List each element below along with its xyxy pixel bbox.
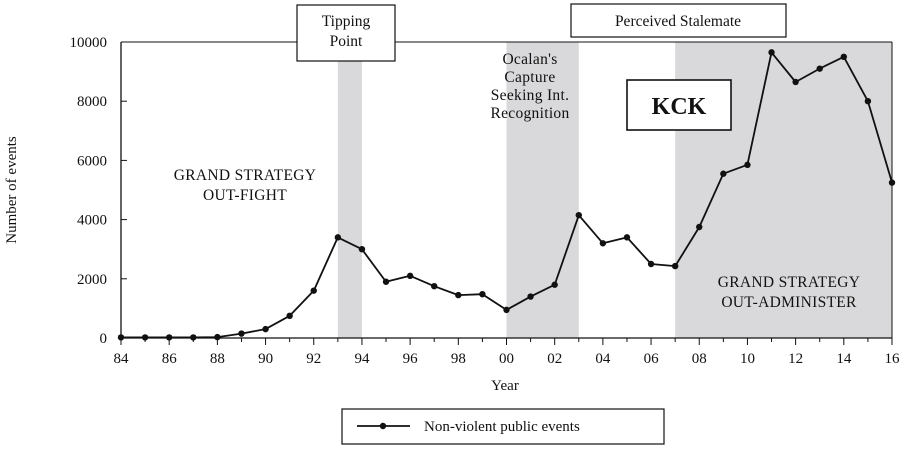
data-point	[768, 49, 775, 56]
data-point	[888, 179, 896, 186]
axes: 0 2000 4000 6000 8000 10000 84 86 88 90 92 94 96 98 00…	[70, 35, 901, 367]
y-tick-label: 2000	[77, 272, 107, 288]
data-point	[431, 283, 438, 290]
y-axis-title: Number of events	[4, 136, 20, 244]
data-point	[623, 234, 631, 241]
data-point	[190, 334, 197, 341]
shaded-period-1	[337, 42, 362, 338]
x-tick-label: 08	[692, 351, 707, 367]
annotations: Tipping Point Perceived Stalemate Ocalan'sC…	[174, 3, 860, 311]
x-tick-label: 84	[114, 351, 130, 367]
tipping-point-box	[296, 4, 396, 62]
y-tick-label: 10000	[70, 35, 108, 51]
out-administer-label: GRAND STRATEGY	[718, 274, 860, 291]
tipping-point-label: Point	[330, 33, 363, 50]
kck-box	[626, 79, 732, 131]
x-tick-label: 06	[644, 351, 660, 367]
data-point	[141, 334, 149, 341]
x-tick-label: 02	[547, 351, 562, 367]
y-tick-label: 0	[100, 331, 108, 347]
y-tick-label: 4000	[77, 213, 107, 229]
x-tick-label: 92	[306, 351, 321, 367]
data-point	[238, 330, 245, 337]
out-fight-label: GRAND STRATEGY	[174, 167, 316, 184]
data-point	[117, 334, 125, 341]
data-point	[744, 161, 751, 169]
data-point	[334, 234, 342, 241]
legend-label: Non-violent public events	[424, 419, 580, 435]
data-point	[696, 223, 703, 231]
legend-marker	[379, 422, 387, 430]
ocalan-capture-label: Recognition	[490, 105, 569, 122]
data-point	[599, 240, 607, 247]
x-tick-label: 04	[595, 351, 611, 367]
data-point	[262, 325, 269, 333]
ocalan-capture-label: Capture	[504, 69, 555, 86]
ocalan-capture-label: Ocalan's	[502, 51, 557, 68]
perceived-stalemate-box	[570, 3, 787, 38]
x-tick-label: 10	[740, 351, 755, 367]
legend: Non-violent public events	[341, 408, 665, 445]
x-tick-label: 90	[258, 351, 273, 367]
perceived-stalemate-label: Perceived Stalemate	[615, 13, 741, 30]
y-tick-label: 6000	[77, 153, 107, 169]
x-tick-label: 00	[499, 351, 514, 367]
out-fight-label: OUT-FIGHT	[203, 187, 287, 204]
data-point	[816, 65, 823, 72]
data-point	[792, 78, 799, 86]
data-point	[503, 306, 510, 314]
kck-label: KCK	[652, 94, 707, 120]
ocalan-capture-label: Seeking Int.	[491, 87, 570, 104]
data-point	[382, 278, 390, 285]
tipping-point-label: Tipping	[322, 13, 371, 30]
data-point	[358, 246, 366, 253]
data-point	[455, 291, 462, 299]
x-tick-label: 96	[403, 351, 419, 367]
data-point	[310, 287, 317, 294]
x-tick-label: 94	[354, 351, 370, 367]
data-point	[864, 98, 872, 105]
data-point	[840, 53, 848, 60]
data-point	[551, 281, 558, 288]
x-tick-label: 88	[210, 351, 225, 367]
x-tick-label: 16	[885, 351, 901, 367]
data-point	[720, 170, 727, 177]
x-tick-label: 86	[162, 351, 178, 367]
data-point	[286, 312, 293, 319]
shaded-period-2	[506, 42, 579, 338]
series-non-violent-public-events	[117, 49, 896, 341]
x-tick-label: 12	[788, 351, 803, 367]
data-point	[527, 293, 534, 300]
x-axis-title: Year	[491, 378, 519, 394]
x-tick-label: 14	[836, 351, 852, 367]
data-point	[214, 333, 221, 341]
data-point	[165, 334, 173, 341]
data-point	[406, 272, 414, 280]
data-point	[671, 262, 679, 270]
data-point	[479, 290, 486, 298]
out-administer-label: OUT-ADMINISTER	[721, 294, 857, 311]
data-point	[575, 211, 582, 219]
x-tick-label: 98	[451, 351, 466, 367]
y-tick-label: 8000	[77, 94, 107, 110]
data-point	[647, 260, 655, 268]
